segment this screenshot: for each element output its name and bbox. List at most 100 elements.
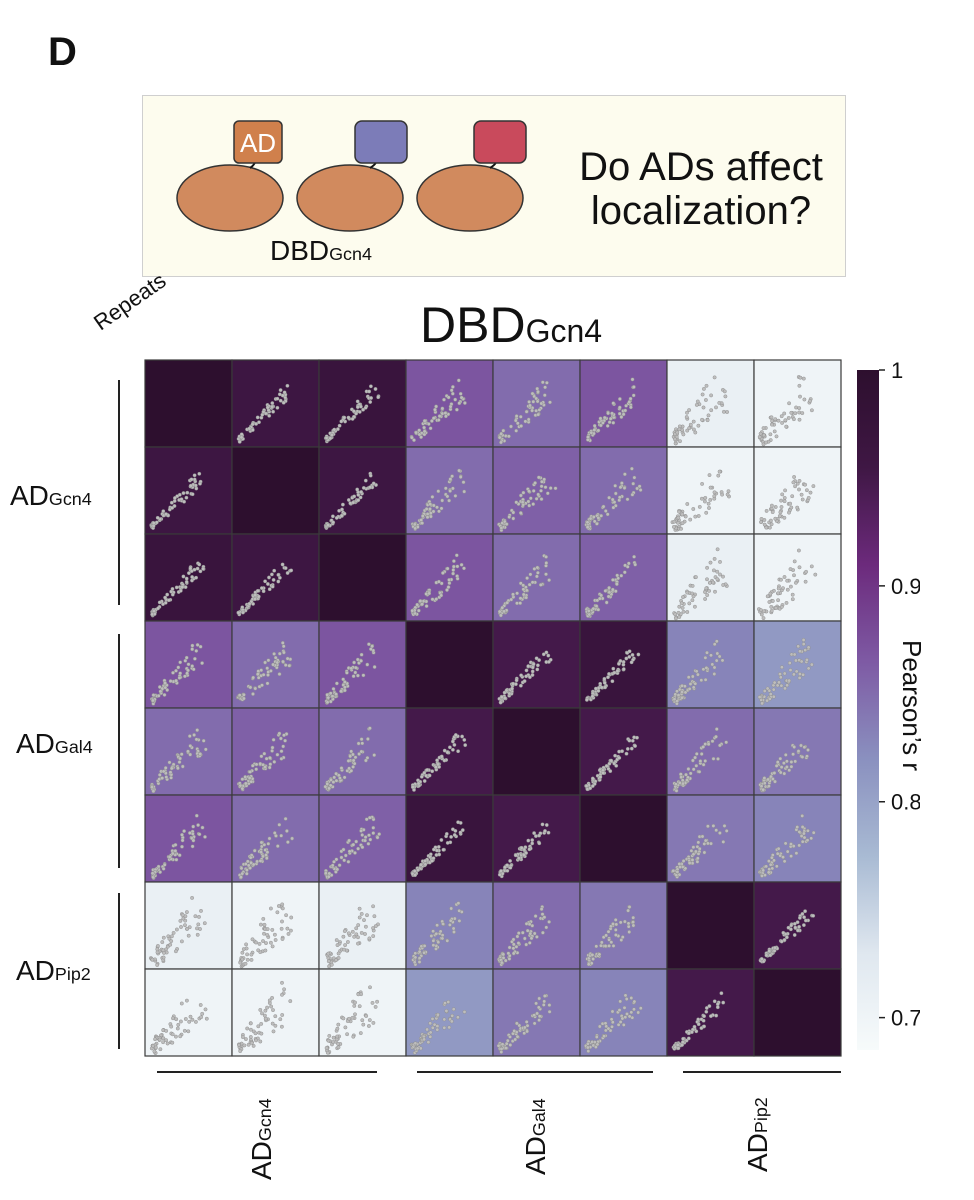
scatter-point xyxy=(768,591,773,596)
scatter-point xyxy=(262,931,266,936)
scatter-point xyxy=(797,675,802,680)
scatter-point xyxy=(676,515,681,520)
scatter-point xyxy=(246,1042,251,1047)
scatter-point xyxy=(785,759,789,764)
scatter-point xyxy=(188,831,192,835)
scatter-point xyxy=(521,852,526,857)
scatter-point xyxy=(548,486,553,491)
cell-rect xyxy=(318,446,407,535)
scatter-point xyxy=(700,834,705,839)
heatmap-cell xyxy=(492,794,581,883)
scatter-point xyxy=(721,574,725,579)
scatter-point xyxy=(188,566,193,571)
scatter-point xyxy=(800,813,805,818)
scatter-point xyxy=(499,1050,504,1054)
colorbar-gradient xyxy=(857,370,879,1050)
scatter-point xyxy=(430,597,435,602)
scatter-point xyxy=(683,690,688,695)
scatter-point xyxy=(776,591,781,596)
scatter-point xyxy=(415,1046,420,1051)
scatter-point xyxy=(439,754,444,759)
scatter-point xyxy=(802,923,806,927)
scatter-point xyxy=(150,957,155,962)
scatter-point xyxy=(782,938,787,942)
scatter-point xyxy=(541,1003,546,1007)
scatter-point xyxy=(514,500,519,505)
scatter-point xyxy=(199,909,203,913)
scatter-point xyxy=(288,928,293,933)
scatter-point xyxy=(534,496,539,501)
scatter-point xyxy=(450,474,454,479)
scatter-point xyxy=(263,948,268,953)
scatter-point xyxy=(163,685,168,690)
scatter-point xyxy=(521,587,526,592)
scatter-point xyxy=(529,936,534,941)
scatter-point xyxy=(797,843,802,848)
scatter-point xyxy=(166,598,171,603)
scatter-point xyxy=(425,767,430,772)
scatter-point xyxy=(356,935,360,940)
scatter-point xyxy=(762,776,767,780)
scatter-point xyxy=(594,521,599,526)
scatter-point xyxy=(691,507,696,511)
scatter-point xyxy=(798,916,802,920)
scatter-point xyxy=(248,769,253,774)
scatter-point xyxy=(437,509,441,514)
scatter-point xyxy=(277,575,282,580)
scatter-point xyxy=(351,409,356,414)
scatter-point xyxy=(336,956,341,960)
scatter-point xyxy=(343,853,348,858)
scatter-point xyxy=(202,921,207,926)
scatter-point xyxy=(525,1023,530,1028)
scatter-point xyxy=(782,411,787,416)
scatter-point xyxy=(697,769,702,774)
scatter-point xyxy=(462,737,467,742)
scatter-point xyxy=(349,768,354,773)
scatter-point xyxy=(449,388,454,393)
scatter-point xyxy=(593,686,598,691)
scatter-point xyxy=(625,746,630,751)
scatter-point xyxy=(178,660,183,665)
scatter-point xyxy=(249,952,254,957)
scatter-point xyxy=(456,749,460,754)
scatter-point xyxy=(619,415,624,419)
scatter-point xyxy=(530,838,535,842)
scatter-point xyxy=(509,424,513,429)
scatter-point xyxy=(462,489,467,494)
heatmap xyxy=(144,359,842,1057)
scatter-point xyxy=(276,572,281,577)
scatter-point xyxy=(764,953,769,958)
scatter-point xyxy=(357,915,362,920)
scatter-point xyxy=(244,1037,248,1041)
scatter-point xyxy=(761,616,766,620)
scatter-point xyxy=(360,1018,365,1023)
cell-rect xyxy=(405,620,494,709)
scatter-point xyxy=(504,1041,509,1046)
scatter-point xyxy=(161,955,166,960)
scatter-point xyxy=(345,1032,350,1037)
scatter-point xyxy=(342,415,347,420)
scatter-point xyxy=(781,855,785,859)
scatter-point xyxy=(368,837,373,842)
scatter-point xyxy=(684,1038,689,1043)
cell-rect xyxy=(492,359,581,448)
scatter-point xyxy=(537,1018,541,1022)
scatter-point xyxy=(800,912,805,916)
scatter-point xyxy=(553,486,558,491)
scatter-point xyxy=(281,659,285,664)
scatter-point xyxy=(518,683,523,688)
cell-rect xyxy=(753,533,842,622)
scatter-point xyxy=(352,1004,357,1008)
scatter-point xyxy=(324,436,329,440)
scatter-point xyxy=(162,692,167,697)
scatter-point xyxy=(353,1000,357,1005)
scatter-point xyxy=(194,813,199,818)
scatter-point xyxy=(188,743,193,748)
scatter-point xyxy=(192,733,196,737)
scatter-point xyxy=(610,411,614,416)
scatter-point xyxy=(715,577,720,582)
scatter-point xyxy=(709,1014,713,1018)
scatter-point xyxy=(446,585,451,590)
scatter-point xyxy=(630,738,635,743)
scatter-point xyxy=(194,575,198,580)
